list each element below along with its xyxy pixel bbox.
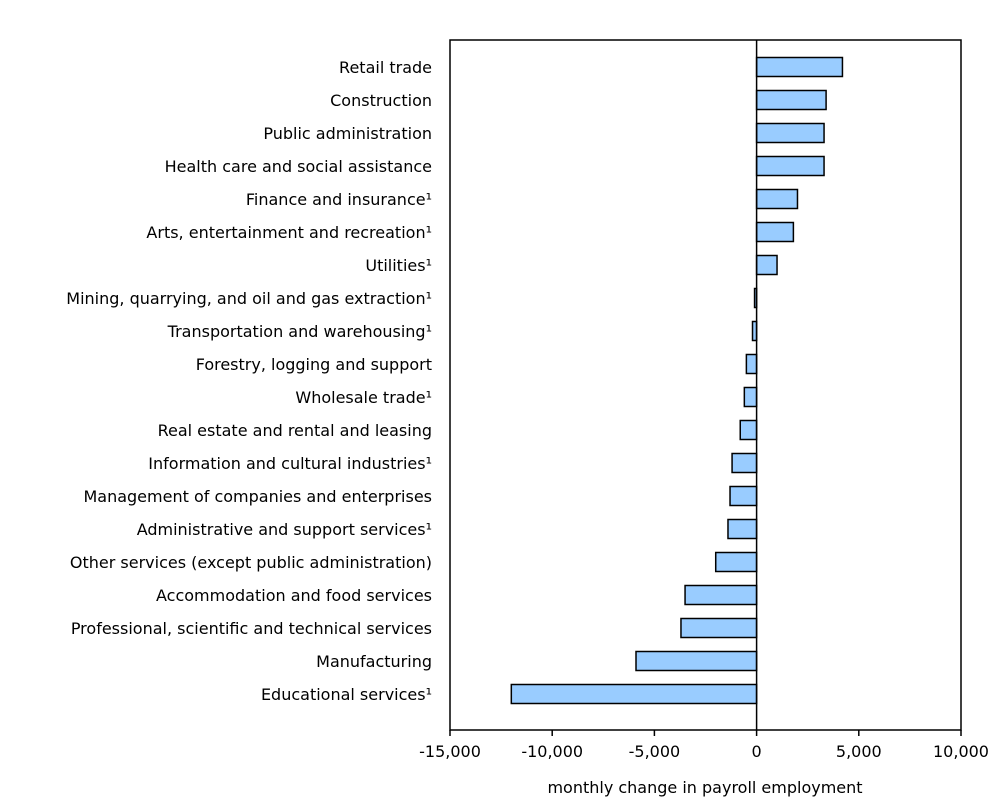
x-axis-label: monthly change in payroll employment <box>547 778 862 797</box>
bar <box>755 254 778 276</box>
category-label: Other services (except public administra… <box>70 553 432 572</box>
category-label: Transportation and warehousing¹ <box>167 322 432 341</box>
category-label: Mining, quarrying, and oil and gas extra… <box>66 289 432 308</box>
x-tick-label: -10,000 <box>521 742 583 761</box>
plot-frame <box>449 39 962 731</box>
category-label: Administrative and support services¹ <box>137 520 432 539</box>
x-tick-label: 10,000 <box>933 742 989 761</box>
bar <box>739 419 758 441</box>
bar <box>755 89 827 111</box>
category-label: Accommodation and food services <box>156 586 432 605</box>
bar <box>755 122 825 144</box>
x-tick-label: 0 <box>752 742 762 761</box>
category-label: Professional, scientific and technical s… <box>71 619 432 638</box>
bar <box>755 221 795 243</box>
bar <box>743 386 758 408</box>
bar <box>731 452 758 474</box>
bar <box>684 584 758 606</box>
category-label: Utilities¹ <box>365 256 432 275</box>
bar <box>727 518 758 540</box>
bar <box>635 650 758 672</box>
category-label: Arts, entertainment and recreation¹ <box>146 223 432 242</box>
x-tick-label: 5,000 <box>836 742 882 761</box>
bar <box>510 683 758 705</box>
bar <box>680 617 758 639</box>
category-label: Public administration <box>263 124 432 143</box>
category-label: Management of companies and enterprises <box>83 487 432 506</box>
x-tick-label: -15,000 <box>419 742 481 761</box>
category-label: Information and cultural industries¹ <box>148 454 432 473</box>
bar <box>714 551 758 573</box>
bar <box>755 188 799 210</box>
x-tick-label: -5,000 <box>629 742 681 761</box>
bar <box>729 485 758 507</box>
category-label: Educational services¹ <box>261 685 432 704</box>
bar <box>755 56 844 78</box>
category-label: Retail trade <box>339 58 432 77</box>
category-label: Construction <box>330 91 432 110</box>
category-label: Finance and insurance¹ <box>246 190 432 209</box>
bar <box>755 155 825 177</box>
category-label: Wholesale trade¹ <box>295 388 432 407</box>
category-label: Forestry, logging and support <box>196 355 432 374</box>
category-label: Real estate and rental and leasing <box>158 421 432 440</box>
category-label: Manufacturing <box>316 652 432 671</box>
category-label: Health care and social assistance <box>165 157 432 176</box>
bar <box>745 353 758 375</box>
